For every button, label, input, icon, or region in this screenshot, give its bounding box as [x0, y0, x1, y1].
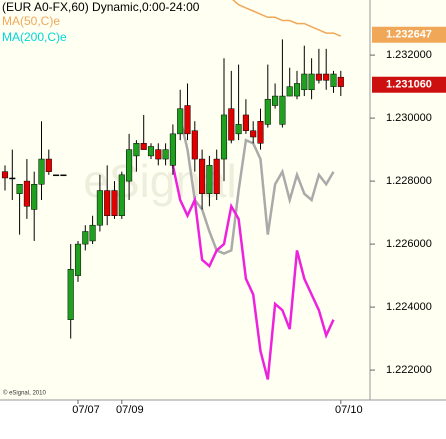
candle-body: [242, 114, 249, 131]
candle-body: [308, 73, 315, 91]
overlay-line: [178, 117, 335, 255]
candle-body: [286, 86, 293, 97]
candle-body: [279, 95, 286, 125]
candle-body: [38, 158, 45, 185]
candle-body: [235, 124, 242, 135]
price-label-box: [372, 76, 446, 93]
x-axis-background: [0, 400, 446, 434]
candle-body: [140, 143, 147, 150]
candle-body: [118, 174, 125, 216]
candle-body: [228, 108, 235, 141]
legend-entry: MA(200,C)e: [2, 30, 67, 44]
candle-body: [23, 180, 30, 207]
overlay-line: [171, 165, 335, 380]
x-tick-label: 07/10: [335, 404, 363, 416]
x-tick-label: 07/07: [72, 404, 100, 416]
y-tick-label: 1.232000: [386, 49, 432, 61]
ma-line: [232, 0, 342, 37]
candle-body: [330, 73, 337, 87]
candle-body: [126, 149, 133, 182]
price-label: 1.232647: [386, 29, 432, 41]
candle-body: [199, 158, 206, 194]
plot-area: [1, 0, 344, 380]
candle-body: [323, 73, 330, 81]
candle-body: [315, 73, 322, 81]
candle-body: [213, 158, 220, 194]
y-tick-label: 1.222000: [386, 364, 432, 376]
candle-body: [293, 83, 301, 97]
candle-body: [111, 190, 118, 216]
candle-body: [67, 269, 74, 320]
legend-entry: MA(50,C)e: [2, 14, 60, 28]
candle-body: [74, 243, 82, 276]
candle-body: [147, 146, 155, 157]
candle-body: [337, 76, 344, 87]
candle-body: [250, 130, 257, 138]
price-label-box: [372, 26, 446, 43]
candle-body: [191, 130, 198, 160]
candle-body: [155, 149, 162, 160]
candle-body: [220, 114, 228, 160]
chart-title: (EUR A0-FX,60) Dynamic,0:00-24:00: [2, 0, 200, 14]
candle-body: [184, 105, 191, 135]
candle-body: [16, 184, 23, 194]
y-tick-label: 1.226000: [386, 238, 432, 250]
candle-body: [301, 73, 308, 91]
candle-body: [1, 171, 9, 179]
candle-body: [177, 108, 184, 135]
candle-body: [60, 174, 67, 177]
candle-body: [162, 149, 169, 160]
candle-body: [31, 184, 38, 210]
candle-body: [96, 190, 103, 226]
candle-body: [53, 174, 60, 177]
candle-body: [82, 231, 89, 245]
candle-body: [104, 190, 111, 216]
y-tick-label: 1.228000: [386, 175, 432, 187]
candle-body: [89, 224, 96, 242]
candle-body: [272, 95, 279, 106]
candle-body: [264, 98, 271, 125]
y-tick-label: 1.224000: [386, 301, 432, 313]
candle-body: [9, 177, 16, 180]
price-label: 1.231060: [386, 79, 432, 91]
y-tick-label: 1.230000: [386, 112, 432, 124]
candle-body: [45, 158, 52, 172]
x-tick-label: 07/09: [116, 404, 144, 416]
candle-body: [133, 143, 140, 157]
copyright: © eSignal, 2010: [3, 390, 46, 397]
candle-body: [257, 121, 264, 144]
candle-body: [206, 165, 213, 194]
plot-background: [0, 0, 446, 400]
candle-body: [169, 133, 176, 166]
